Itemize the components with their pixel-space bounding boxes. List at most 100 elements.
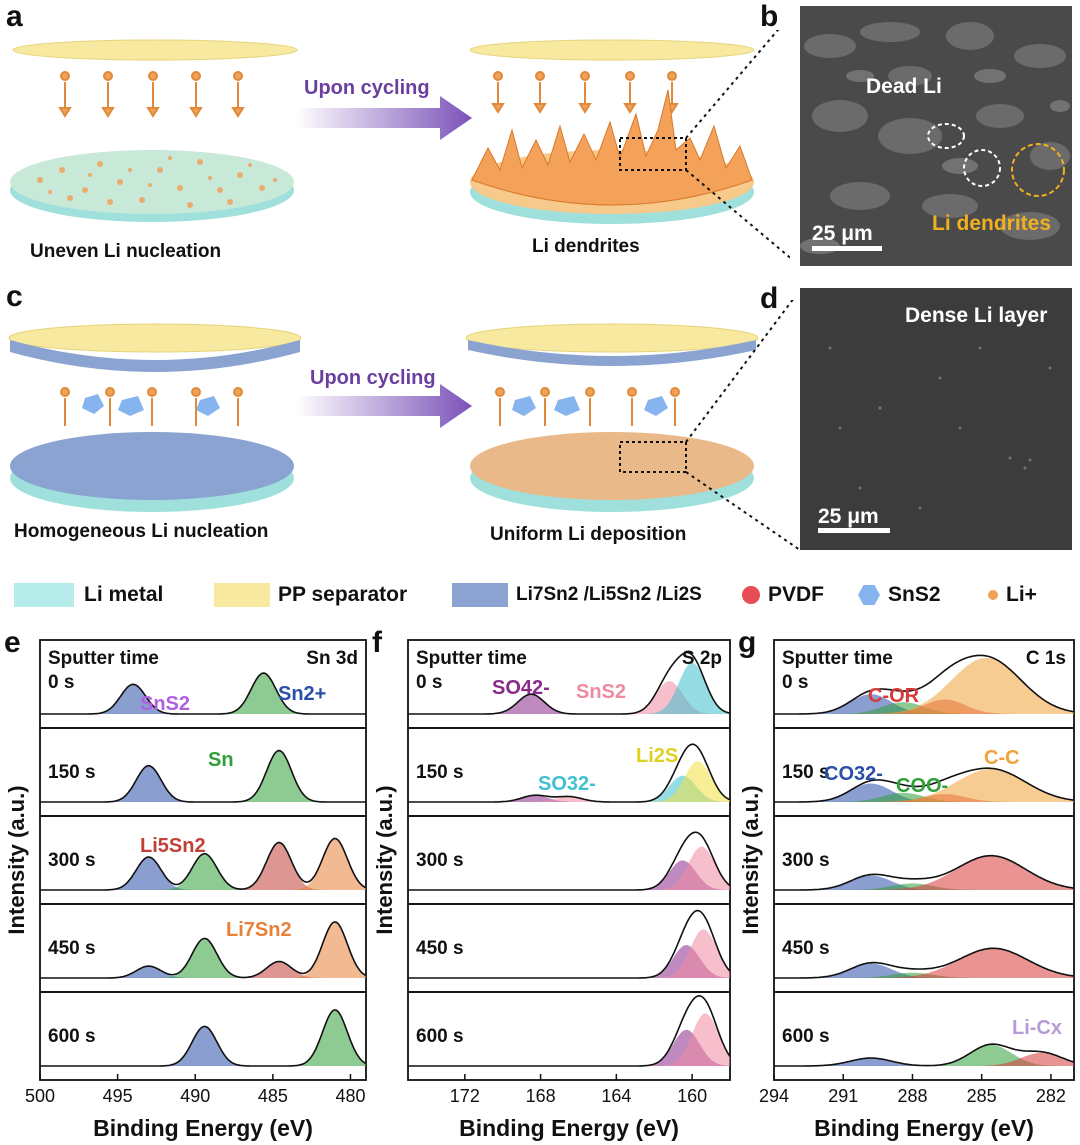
composite-layer bbox=[10, 432, 294, 500]
xps-time-label-f-3: 450 s bbox=[416, 938, 464, 959]
label-f-li2s: Li2S bbox=[636, 745, 678, 767]
xps-time-label-e-1: 150 s bbox=[48, 762, 96, 783]
legend-swatch-li-metal bbox=[14, 583, 74, 607]
xps-frame-e-4 bbox=[39, 991, 367, 1081]
xps-tick-label-e-0: 500 bbox=[25, 1086, 55, 1106]
xps-peak-e-3-1 bbox=[40, 938, 366, 978]
sem-texture-b bbox=[800, 22, 1070, 254]
label-g-coo: COO- bbox=[896, 775, 948, 797]
sem-label-dead-li: Dead Li bbox=[866, 75, 942, 98]
legend-pvdf: PVDF bbox=[742, 578, 824, 612]
label-e-sn: Sn bbox=[208, 749, 234, 771]
xps-peak-f-0-2 bbox=[408, 662, 730, 714]
legend-sns2: SnS2 bbox=[858, 578, 941, 612]
xps-xlabel-e: Binding Energy (eV) bbox=[93, 1115, 313, 1141]
xps-envelope-f-2 bbox=[408, 831, 731, 891]
label-e-li5sn2: Li5Sn2 bbox=[140, 835, 206, 857]
dendrite-marker bbox=[1011, 143, 1065, 197]
legend-label-composite: Li7Sn2 /Li5Sn2 /Li2S bbox=[516, 584, 702, 605]
sem-image-dense bbox=[800, 288, 1072, 550]
xps-peak-g-3-0 bbox=[774, 963, 1074, 978]
panel-label-c: c bbox=[6, 280, 23, 313]
xps-time-label-g-3: 450 s bbox=[782, 938, 830, 959]
xps-sputter-label-e: Sputter time bbox=[48, 648, 159, 669]
label-f-so3: SO32- bbox=[538, 773, 596, 795]
separator-disc-right bbox=[469, 39, 755, 61]
schematic-bottom bbox=[8, 300, 800, 551]
li-ion-arrows-bottom-right bbox=[495, 387, 680, 426]
sem-scale-b: 25 μm bbox=[812, 222, 873, 245]
xps-peak-g-1-0 bbox=[774, 783, 1074, 802]
xps-peak-e-0-0 bbox=[40, 684, 366, 714]
xps-tick-label-f-3: 160 bbox=[677, 1086, 707, 1106]
xps-peak-f-2-1 bbox=[408, 846, 730, 890]
xps-time-label-f-1: 150 s bbox=[416, 762, 464, 783]
xps-peak-g-4-1 bbox=[774, 1044, 1074, 1066]
xps-time-label-e-2: 300 s bbox=[48, 850, 96, 871]
panel-label-a: a bbox=[6, 0, 23, 33]
xps-peak-f-1-1 bbox=[408, 796, 730, 802]
dead-li-marker-2 bbox=[963, 149, 1001, 187]
sns2-particles bbox=[82, 394, 220, 416]
legend-swatch-li-ion bbox=[988, 590, 998, 600]
cycling-arrow-bottom bbox=[295, 384, 472, 428]
xps-time-label-f-4: 600 s bbox=[416, 1026, 464, 1047]
label-f-sns2: SnS2 bbox=[576, 681, 626, 703]
legend-label-li-ion: Li+ bbox=[1006, 583, 1037, 606]
xps-peak-f-4-1 bbox=[408, 1013, 730, 1066]
xps-peak-e-2-2 bbox=[40, 842, 366, 890]
xps-envelope-e-2 bbox=[40, 837, 367, 891]
legend-swatch-composite bbox=[452, 583, 508, 607]
xps-peak-e-2-1 bbox=[40, 853, 366, 890]
xps-envelope-g-4 bbox=[774, 1043, 1075, 1067]
xps-peak-e-3-3 bbox=[40, 922, 366, 978]
xps-title-e: Sn 3d bbox=[306, 648, 358, 669]
xps-peak-f-0-1 bbox=[408, 681, 730, 714]
scale-bar-d bbox=[818, 528, 890, 533]
xps-title-g: C 1s bbox=[1026, 648, 1066, 669]
xps-peak-e-4-0 bbox=[40, 1026, 366, 1066]
sns2-particles-right bbox=[512, 396, 668, 416]
xps-ylabel-f: Intensity (a.u.) bbox=[372, 785, 397, 934]
composite-coating-right bbox=[468, 340, 756, 366]
zoom-box-bottom bbox=[619, 441, 687, 473]
xps-envelope-g-0 bbox=[774, 654, 1075, 715]
panel-label-f: f bbox=[372, 626, 382, 659]
panel-label-b: b bbox=[760, 0, 779, 33]
schematic-top bbox=[10, 30, 790, 259]
label-e-sns2: SnS2 bbox=[140, 693, 190, 715]
sem-scale-d: 25 μm bbox=[818, 505, 879, 528]
label-g-co3: CO32- bbox=[824, 763, 883, 785]
panel-label-e: e bbox=[4, 626, 21, 659]
legend-swatch-pvdf bbox=[742, 586, 760, 604]
legend-li-ion: Li+ bbox=[988, 578, 1037, 612]
xps-peak-e-4-1 bbox=[40, 1010, 366, 1066]
xps-time-label-g-4: 600 s bbox=[782, 1026, 830, 1047]
xps-peak-e-1-1 bbox=[40, 750, 366, 802]
li-ion-arrows-bottom bbox=[60, 387, 243, 426]
xps-peak-f-1-3 bbox=[408, 761, 730, 802]
xps-peak-g-2-2 bbox=[774, 855, 1074, 890]
legend-li-metal: Li metal bbox=[14, 578, 163, 612]
xps-envelope-e-0 bbox=[40, 672, 366, 715]
xps-tick-label-e-1: 495 bbox=[103, 1086, 133, 1106]
xps-sputter-label-f: Sputter time bbox=[416, 648, 527, 669]
xps-tick-label-f-1: 168 bbox=[526, 1086, 556, 1106]
xps-peak-g-0-0 bbox=[774, 694, 1074, 714]
xps-envelope-e-4 bbox=[40, 1009, 367, 1067]
label-f-so4: SO42- bbox=[492, 677, 550, 699]
legend-label-li-metal: Li metal bbox=[84, 583, 164, 606]
xps-peak-f-3-1 bbox=[408, 929, 730, 978]
xps-tick-label-f-2: 164 bbox=[601, 1086, 631, 1106]
xps-frame-f-4 bbox=[407, 991, 731, 1081]
xps-peak-g-3-2 bbox=[774, 948, 1074, 978]
sem-label-dense-li: Dense Li layer bbox=[905, 304, 1048, 327]
legend-composite: Li7Sn2 /Li5Sn2 /Li2S bbox=[452, 578, 702, 612]
xps-peak-e-3-2 bbox=[40, 961, 366, 978]
xps-time-label-g-1: 150 s bbox=[782, 762, 830, 783]
xps-peak-g-2-0 bbox=[774, 875, 1074, 890]
xps-peak-g-1-3 bbox=[774, 769, 1074, 802]
composite-coating bbox=[10, 340, 300, 372]
xps-xlabel-f: Binding Energy (eV) bbox=[459, 1115, 679, 1141]
xps-peak-g-4-0 bbox=[774, 1058, 1074, 1066]
